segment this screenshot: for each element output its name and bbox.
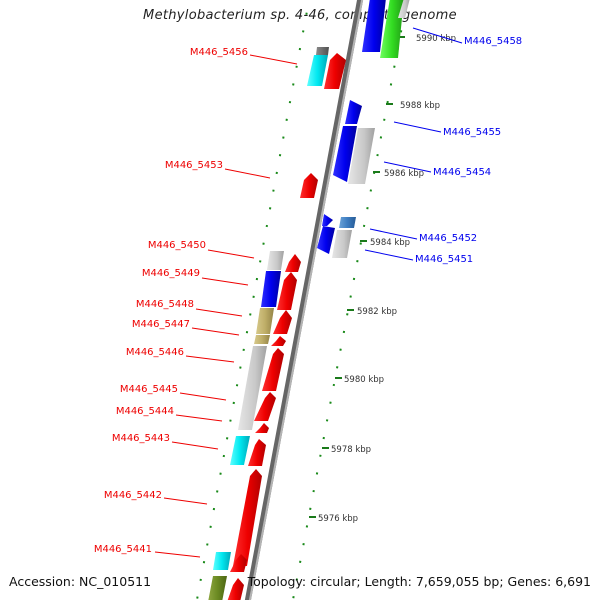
gene-label-right[interactable]: M446_5455 <box>443 127 501 138</box>
gene-feature-red[interactable] <box>285 254 301 272</box>
right-track-dotted <box>291 0 409 600</box>
gene-label-right[interactable]: M446_5452 <box>419 233 477 244</box>
gene-feature-red[interactable] <box>254 392 276 421</box>
scale-tick-label: 5990 kbp <box>416 34 456 44</box>
gene-feature-dark-gray[interactable] <box>316 47 329 55</box>
gene-feature-gray[interactable] <box>238 346 267 430</box>
gene-feature-red[interactable] <box>277 272 297 310</box>
scale-tick-label: 5988 kbp <box>400 101 440 111</box>
gene-label-left[interactable]: M446_5441 <box>94 544 152 555</box>
gene-feature-blue[interactable] <box>345 100 362 124</box>
scale-tick-marks <box>309 36 405 518</box>
gene-label-left[interactable]: M446_5447 <box>132 319 190 330</box>
gene-feature-red[interactable] <box>273 310 292 334</box>
gene-feature-m446-5458-group <box>362 0 410 58</box>
accession-label: Accession: NC_010511 <box>9 574 152 589</box>
scale-tick-label: 5978 kbp <box>331 445 371 455</box>
gene-label-left[interactable]: M446_5442 <box>104 490 162 501</box>
gene-label-left[interactable]: M446_5449 <box>142 268 200 279</box>
gene-feature-cyan[interactable] <box>213 552 231 570</box>
gene-label-left[interactable]: M446_5446 <box>126 347 184 358</box>
gene-feature-gray[interactable] <box>267 251 284 270</box>
gene-feature-red[interactable] <box>324 53 346 89</box>
gene-label-right[interactable]: M446_5451 <box>415 254 473 265</box>
genome-summary: Topology: circular; Length: 7,659,055 bp… <box>247 574 591 589</box>
scale-tick-label: 5980 kbp <box>344 375 384 385</box>
right-label-leaders <box>364 27 463 261</box>
gene-label-left[interactable]: M446_5445 <box>120 384 178 395</box>
gene-feature-blue[interactable] <box>333 126 357 182</box>
gene-label-left[interactable]: M446_5453 <box>165 160 223 171</box>
scale-tick-label: 5982 kbp <box>357 307 397 317</box>
left-label-leaders <box>154 54 298 558</box>
gene-feature-green[interactable] <box>380 0 404 58</box>
gene-feature-gray[interactable] <box>398 0 410 18</box>
gene-label-left[interactable]: M446_5448 <box>136 299 194 310</box>
gene-label-right[interactable]: M446_5458 <box>464 36 522 47</box>
gene-label-left[interactable]: M446_5444 <box>116 406 174 417</box>
gene-feature-steel-blue[interactable] <box>339 217 356 228</box>
gene-label-left[interactable]: M446_5450 <box>148 240 206 251</box>
gene-label-left[interactable]: M446_5456 <box>190 47 248 58</box>
genome-backbone-highlight <box>248 0 364 600</box>
gene-feature-red[interactable] <box>300 173 318 198</box>
scale-tick-label: 5986 kbp <box>384 169 424 179</box>
gene-feature-cyan[interactable] <box>307 55 328 86</box>
gene-feature-cyan[interactable] <box>230 436 250 465</box>
gene-feature-blue[interactable] <box>317 226 335 254</box>
scale-tick-label: 5984 kbp <box>370 238 410 248</box>
gene-feature-red[interactable] <box>262 348 284 391</box>
gene-feature-gray[interactable] <box>348 128 375 184</box>
gene-feature-blue[interactable] <box>362 0 386 52</box>
gene-feature-blue[interactable] <box>261 271 281 307</box>
genome-backbone <box>244 0 364 600</box>
gene-feature-red[interactable] <box>248 439 266 466</box>
gene-feature-olive[interactable] <box>208 576 227 600</box>
gene-feature-red[interactable] <box>255 423 269 433</box>
gene-feature-red[interactable] <box>271 336 286 346</box>
gene-feature-red[interactable] <box>230 554 247 572</box>
gene-feature-khaki[interactable] <box>254 335 270 344</box>
gene-feature-red[interactable] <box>233 469 262 566</box>
gene-feature-khaki[interactable] <box>256 308 274 334</box>
gene-feature-blue[interactable] <box>322 214 333 226</box>
gene-feature-red[interactable] <box>227 578 244 600</box>
gene-label-right[interactable]: M446_5454 <box>433 167 491 178</box>
gene-label-left[interactable]: M446_5443 <box>112 433 170 444</box>
gene-feature-gray[interactable] <box>332 230 352 258</box>
scale-tick-label: 5976 kbp <box>318 514 358 524</box>
